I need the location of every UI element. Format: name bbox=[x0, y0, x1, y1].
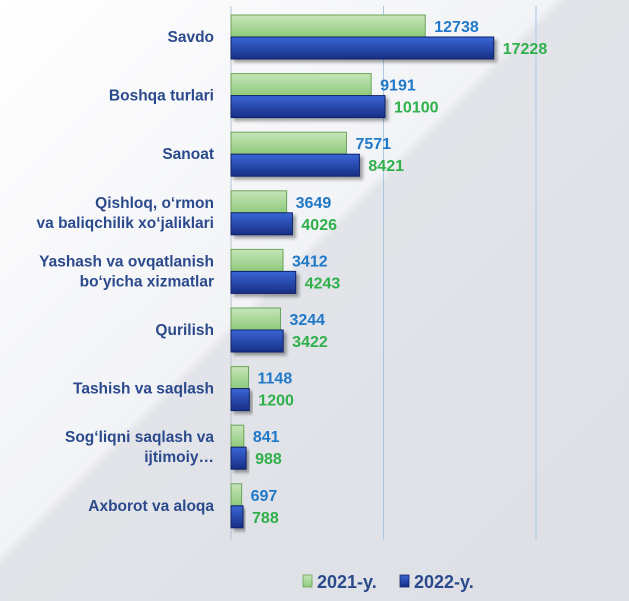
data-label: 3649 bbox=[296, 195, 332, 212]
data-label: 1200 bbox=[258, 393, 294, 410]
labels: Savdo 12738 17228 Boshqa turlari 9191 10100 Sa… bbox=[37, 19, 548, 527]
legend-label: 2022-y. bbox=[414, 572, 474, 592]
bar-series-2022 bbox=[230, 446, 247, 470]
category-label: Tashish va saqlash bbox=[73, 381, 214, 398]
data-label: 9191 bbox=[380, 78, 416, 95]
category-label: Savdo bbox=[167, 29, 214, 46]
data-label: 10100 bbox=[394, 100, 439, 117]
legend-swatch bbox=[302, 574, 313, 588]
bar-series-2022 bbox=[230, 270, 297, 294]
bar-series-2021 bbox=[230, 483, 243, 507]
data-label: 3422 bbox=[292, 334, 328, 351]
legend: 2021-y. 2022-y. bbox=[302, 572, 474, 592]
legend-swatch bbox=[399, 574, 410, 588]
bar-series-2021 bbox=[230, 14, 426, 38]
data-label: 841 bbox=[253, 429, 280, 446]
bar-series-2021 bbox=[230, 366, 250, 390]
category-label: Axborot va aloqa bbox=[88, 498, 214, 515]
bar-series-2021 bbox=[230, 248, 284, 272]
data-label: 1148 bbox=[258, 371, 293, 388]
bar-series-2022 bbox=[230, 95, 386, 119]
data-label: 788 bbox=[252, 510, 279, 527]
bar-series-2021 bbox=[230, 131, 347, 155]
bar-series-2022 bbox=[230, 388, 250, 412]
data-label: 17228 bbox=[503, 41, 548, 58]
category-label: Sanoat bbox=[162, 146, 214, 163]
bar-series-2022 bbox=[230, 36, 495, 60]
bars bbox=[230, 14, 495, 529]
bar-series-2021 bbox=[230, 73, 372, 97]
category-label: Boshqa turlari bbox=[109, 88, 214, 105]
bar-series-2022 bbox=[230, 329, 284, 353]
bar-series-2021 bbox=[230, 424, 245, 448]
data-label: 4243 bbox=[305, 275, 341, 292]
data-label: 7571 bbox=[355, 136, 391, 153]
bar-series-2022 bbox=[230, 212, 293, 236]
category-label: Qurilish bbox=[155, 322, 214, 339]
data-label: 3244 bbox=[289, 312, 325, 329]
category-label: Qishloq, o‘rmon va baliqchilik xo‘jalikla… bbox=[37, 195, 214, 232]
category-label: Yashash va ovqatlanish bo‘yicha xizmatlar bbox=[39, 253, 214, 290]
data-label: 12738 bbox=[434, 19, 479, 36]
bar-series-2021 bbox=[230, 307, 281, 331]
bar-series-2021 bbox=[230, 190, 288, 214]
category-label: Sog‘liqni saqlash va ijtimoiy… bbox=[65, 429, 214, 466]
data-label: 3412 bbox=[292, 253, 328, 270]
bar-series-2022 bbox=[230, 505, 244, 529]
data-label: 988 bbox=[255, 451, 282, 468]
data-label: 697 bbox=[251, 488, 278, 505]
data-label: 8421 bbox=[368, 158, 404, 175]
bar-series-2022 bbox=[230, 153, 360, 177]
legend-label: 2021-y. bbox=[317, 572, 377, 592]
data-label: 4026 bbox=[301, 217, 337, 234]
